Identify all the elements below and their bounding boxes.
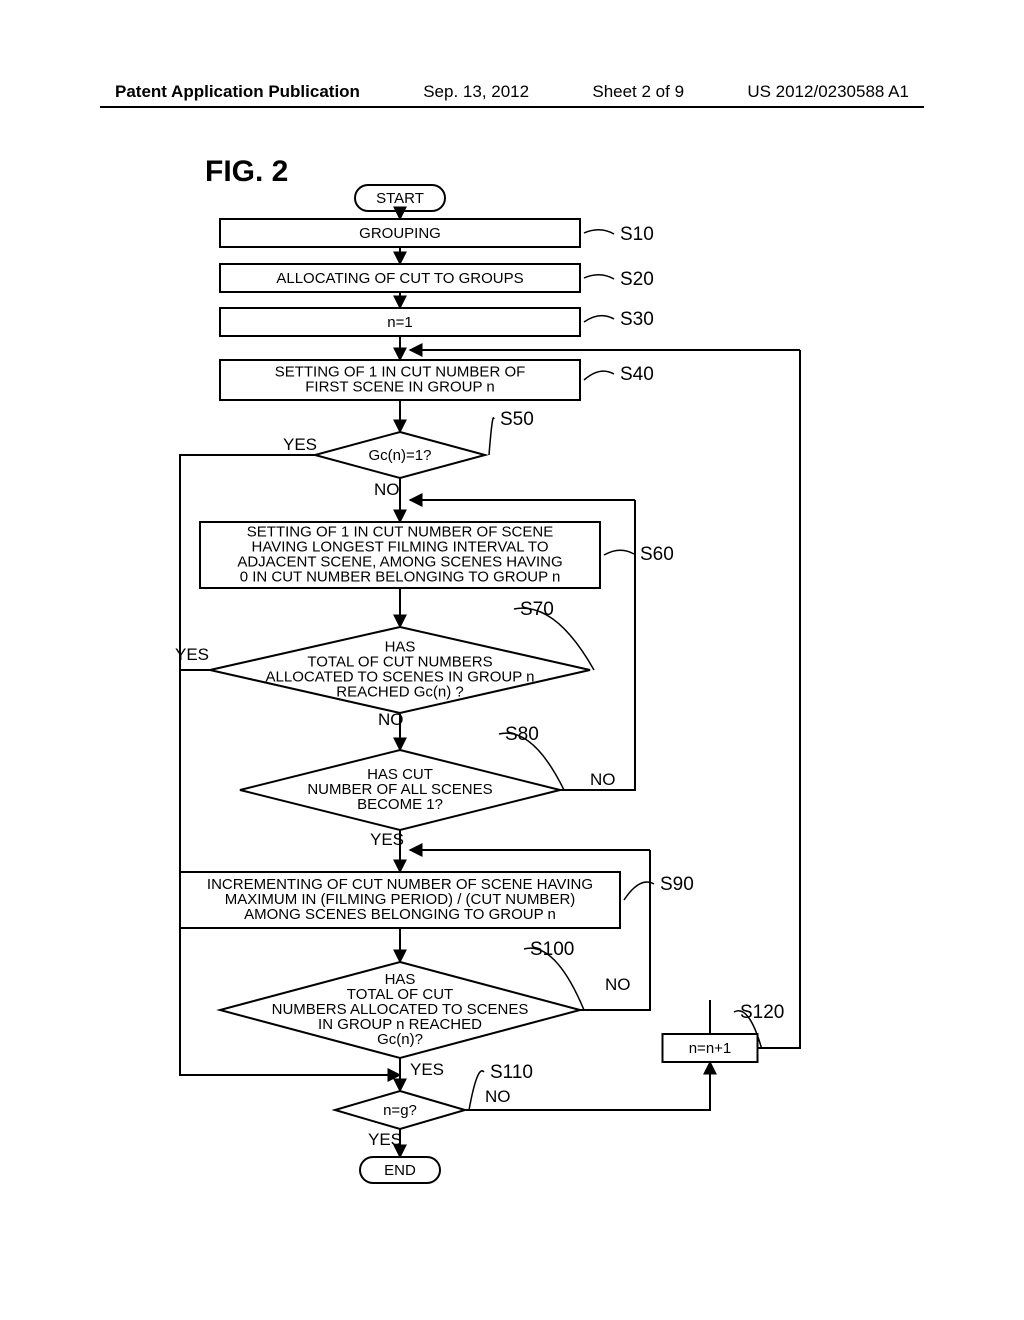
svg-text:S110: S110 [490, 1062, 533, 1083]
svg-text:0 IN CUT NUMBER BELONGING TO G: 0 IN CUT NUMBER BELONGING TO GROUP n [240, 568, 561, 585]
svg-text:S30: S30 [620, 309, 654, 330]
svg-text:S20: S20 [620, 269, 654, 290]
branch-s50_yes: YES [283, 435, 317, 454]
node-s80: HAS CUTNUMBER OF ALL SCENESBECOME 1? [240, 750, 560, 830]
node-s40: SETTING OF 1 IN CUT NUMBER OFFIRST SCENE… [220, 360, 580, 400]
svg-text:AMONG SCENES BELONGING TO GROU: AMONG SCENES BELONGING TO GROUP n [244, 906, 556, 923]
svg-text:END: END [384, 1162, 416, 1179]
node-s30: n=1 [220, 308, 580, 336]
header-date: Sep. 13, 2012 [423, 82, 529, 102]
branch-s110_no: NO [485, 1087, 511, 1106]
svg-text:n=n+1: n=n+1 [689, 1040, 732, 1057]
svg-text:FIRST SCENE IN GROUP n: FIRST SCENE IN GROUP n [305, 378, 495, 395]
node-s50: Gc(n)=1? [315, 432, 485, 478]
branch-s100_no: NO [605, 975, 631, 994]
svg-text:START: START [376, 190, 424, 207]
header-pubno: US 2012/0230588 A1 [747, 82, 909, 102]
page-header: Patent Application Publication Sep. 13, … [0, 82, 1024, 102]
svg-text:REACHED Gc(n) ?: REACHED Gc(n) ? [336, 683, 464, 700]
svg-text:n=g?: n=g? [383, 1102, 417, 1119]
svg-text:GROUPING: GROUPING [359, 225, 441, 242]
node-end: END [360, 1157, 440, 1183]
svg-text:S50: S50 [500, 409, 534, 430]
node-s110: n=g? [335, 1091, 465, 1129]
header-rule [100, 106, 924, 108]
svg-text:S120: S120 [740, 1002, 784, 1023]
node-start: START [355, 185, 445, 211]
header-left: Patent Application Publication [115, 82, 360, 102]
node-s100: HASTOTAL OF CUTNUMBERS ALLOCATED TO SCEN… [220, 962, 580, 1058]
svg-text:Gc(n)?: Gc(n)? [377, 1031, 423, 1048]
branch-s110_yes: YES [368, 1130, 402, 1149]
branch-s80_no: NO [590, 770, 616, 789]
figure-title: FIG. 2 [205, 155, 288, 189]
node-s70: HASTOTAL OF CUT NUMBERSALLOCATED TO SCEN… [210, 627, 590, 713]
node-s10: GROUPING [220, 219, 580, 247]
branch-s70_no: NO [378, 710, 404, 729]
node-s120: n=n+1 [663, 1034, 758, 1062]
svg-text:S90: S90 [660, 874, 694, 895]
svg-text:S60: S60 [640, 544, 674, 565]
branch-s50_no: NO [374, 480, 400, 499]
svg-text:S40: S40 [620, 364, 654, 385]
svg-text:Gc(n)=1?: Gc(n)=1? [369, 447, 432, 464]
svg-text:S10: S10 [620, 224, 654, 245]
branch-s70_yes: YES [175, 645, 209, 664]
svg-text:BECOME 1?: BECOME 1? [357, 796, 443, 813]
branch-s100_yes: YES [410, 1060, 444, 1079]
header-sheet: Sheet 2 of 9 [592, 82, 684, 102]
svg-text:S80: S80 [505, 724, 539, 745]
node-s90: INCREMENTING OF CUT NUMBER OF SCENE HAVI… [180, 872, 620, 928]
svg-text:n=1: n=1 [387, 314, 412, 331]
node-s60: SETTING OF 1 IN CUT NUMBER OF SCENEHAVIN… [200, 522, 600, 588]
branch-s80_yes: YES [370, 830, 404, 849]
svg-text:ALLOCATING OF CUT TO GROUPS: ALLOCATING OF CUT TO GROUPS [276, 270, 523, 287]
flowchart: START GROUPING S10 ALLOCATING OF CUT TO GRO… [0, 0, 1024, 1320]
node-s20: ALLOCATING OF CUT TO GROUPS [220, 264, 580, 292]
